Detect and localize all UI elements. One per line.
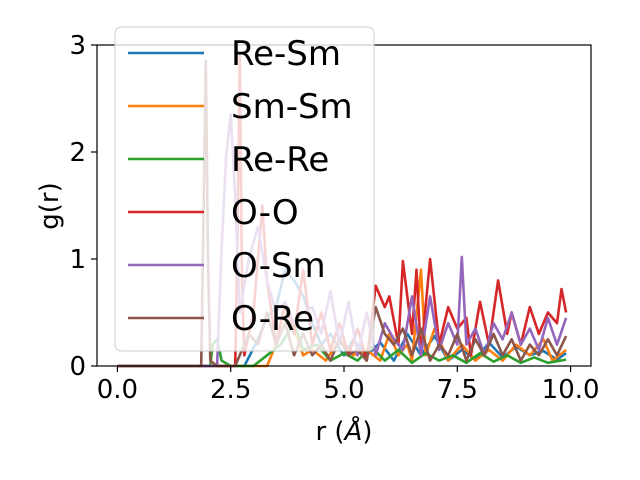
- x-tick-label: 2.5: [210, 375, 251, 405]
- y-tick-label: 0: [69, 352, 86, 382]
- x-tick-label: 5.0: [323, 375, 364, 405]
- y-axis-label: g(r): [35, 182, 65, 229]
- legend-label-re-sm: Re-Sm: [231, 34, 341, 74]
- y-tick-label: 2: [69, 138, 86, 168]
- legend-label-o-o: O-O: [231, 193, 299, 233]
- legend-label-o-re: O-Re: [231, 299, 314, 339]
- y-tick-label: 1: [69, 245, 86, 275]
- legend-label-o-sm: O-Sm: [231, 246, 326, 286]
- legend-label-sm-sm: Sm-Sm: [231, 87, 353, 127]
- x-tick-label: 7.5: [437, 375, 478, 405]
- x-axis-label: r (Å): [315, 415, 372, 447]
- legend-frame: [114, 26, 375, 352]
- x-axis: 0.0 2.5 5.0 7.5 10.0: [97, 366, 600, 405]
- legend-label-re-re: Re-Re: [231, 140, 329, 180]
- x-tick-label: 10.0: [542, 375, 600, 405]
- y-axis: 0 1 2 3: [69, 31, 97, 382]
- x-tick-label: 0.0: [97, 375, 138, 405]
- y-tick-label: 3: [69, 31, 86, 61]
- legend: Re-Sm Sm-Sm Re-Re O-O O-Sm O-Re: [114, 26, 375, 352]
